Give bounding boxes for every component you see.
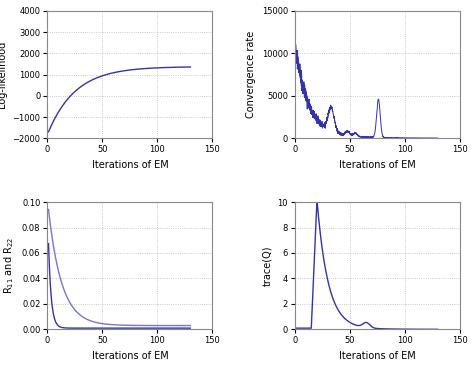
X-axis label: Iterations of EM: Iterations of EM xyxy=(339,351,416,361)
Y-axis label: trace(Q): trace(Q) xyxy=(262,246,272,286)
X-axis label: Iterations of EM: Iterations of EM xyxy=(91,351,168,361)
Y-axis label: R$_{11}$ and R$_{22}$: R$_{11}$ and R$_{22}$ xyxy=(2,237,17,294)
Y-axis label: Log-likelihood: Log-likelihood xyxy=(0,41,7,108)
X-axis label: Iterations of EM: Iterations of EM xyxy=(339,160,416,170)
Y-axis label: Convergence rate: Convergence rate xyxy=(246,31,256,118)
X-axis label: Iterations of EM: Iterations of EM xyxy=(91,160,168,170)
